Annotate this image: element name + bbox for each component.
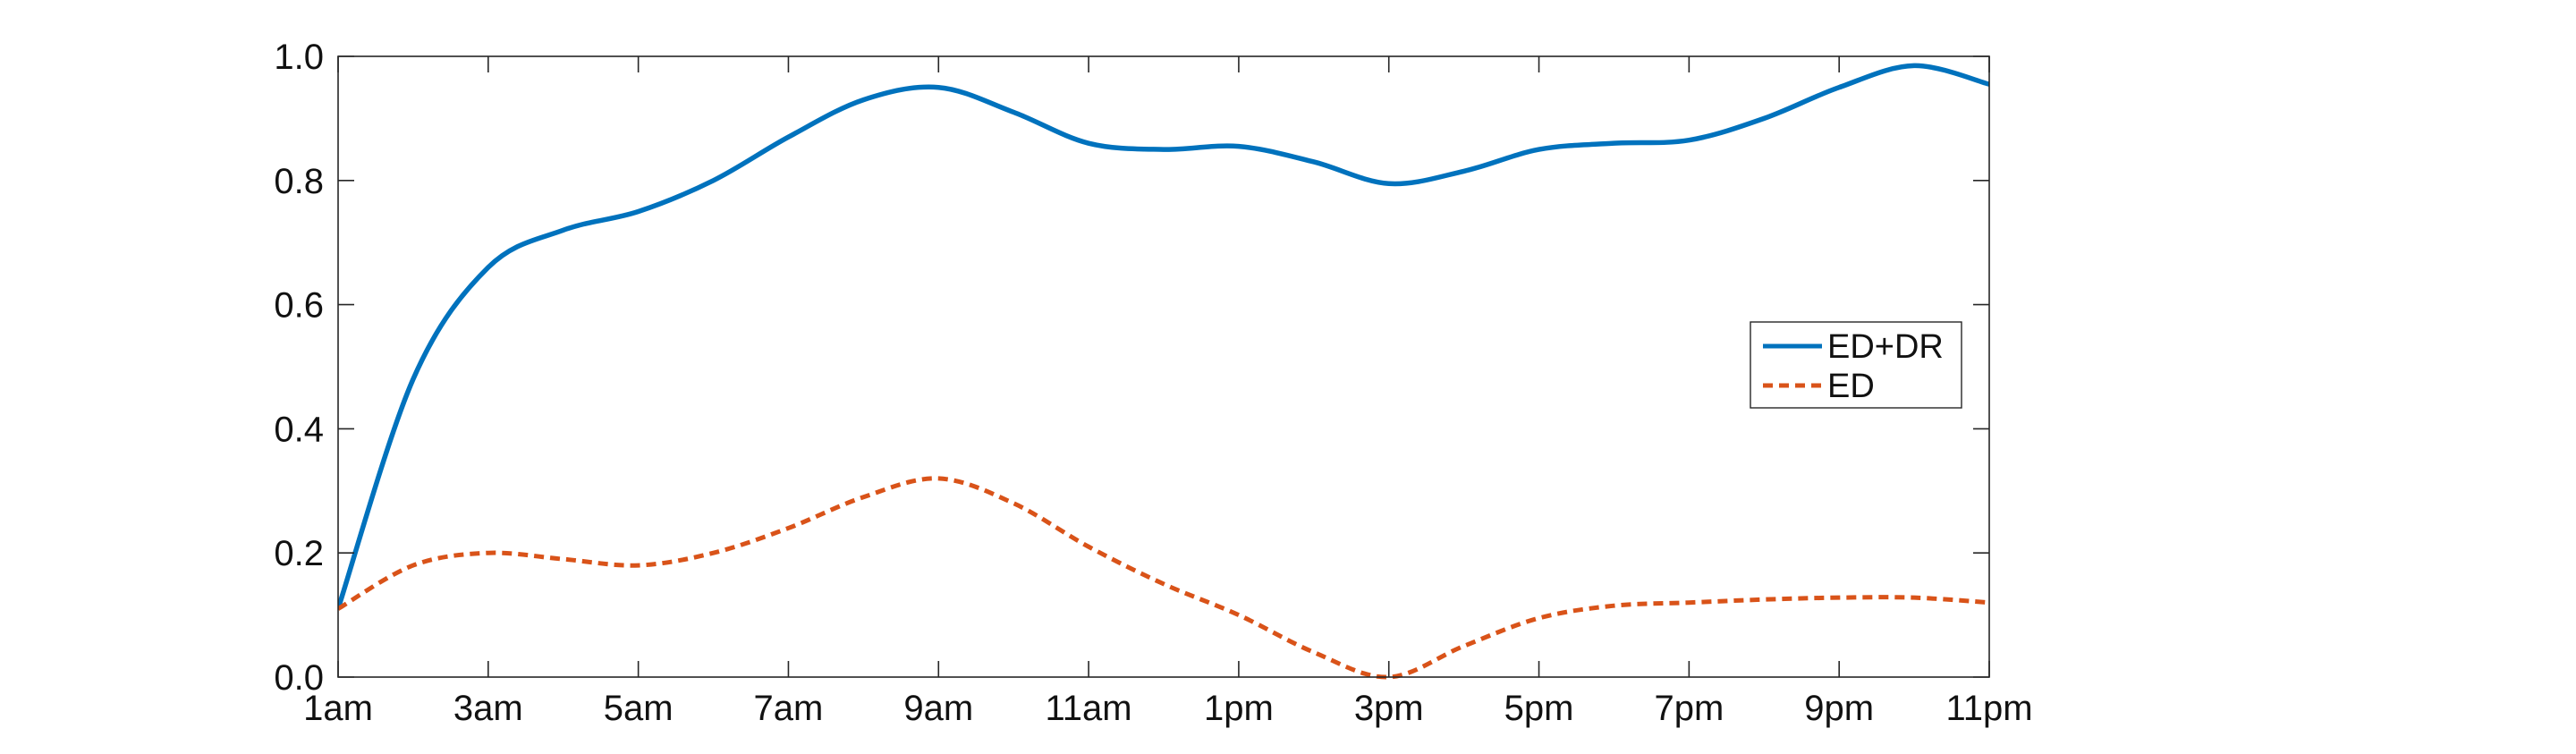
x-tick-label: 5pm xyxy=(1504,689,1574,728)
series-line-ed xyxy=(338,476,1989,680)
x-tick-label: 7am xyxy=(754,689,824,728)
x-tick-label: 11am xyxy=(1046,689,1132,728)
plot-area xyxy=(338,56,1989,677)
x-tick-label: 9pm xyxy=(1804,689,1874,728)
y-tick-label: 0.2 xyxy=(274,534,324,573)
y-tick-label: 0.4 xyxy=(274,410,324,449)
legend-label: ED+DR xyxy=(1827,328,1944,366)
axes-box xyxy=(337,55,1990,678)
y-tick-label: 0.6 xyxy=(274,286,324,326)
legend-label: ED xyxy=(1827,368,1875,405)
x-tick-label: 1pm xyxy=(1204,689,1274,728)
y-tick-label: 0.8 xyxy=(274,162,324,201)
series-line-ed-dr xyxy=(338,63,1989,610)
x-tick-label: 3pm xyxy=(1354,689,1424,728)
x-tick-label: 1am xyxy=(303,689,373,728)
x-tick-label: 11pm xyxy=(1945,689,2032,728)
x-tick-label: 3am xyxy=(453,689,523,728)
y-tick-label: 0.0 xyxy=(274,658,324,698)
x-tick-label: 9am xyxy=(903,689,973,728)
y-tick-label: 1.0 xyxy=(274,38,324,77)
marks-layer xyxy=(338,63,1989,680)
legend-box xyxy=(1750,321,1962,409)
x-tick-label: 5am xyxy=(604,689,674,728)
x-tick-label: 7pm xyxy=(1654,689,1724,728)
axis-layer: 1am 3am 5am 7am 9am 11am 1pm 3pm 5pm 7pm 9pm 11pm 0.… xyxy=(274,38,2032,728)
